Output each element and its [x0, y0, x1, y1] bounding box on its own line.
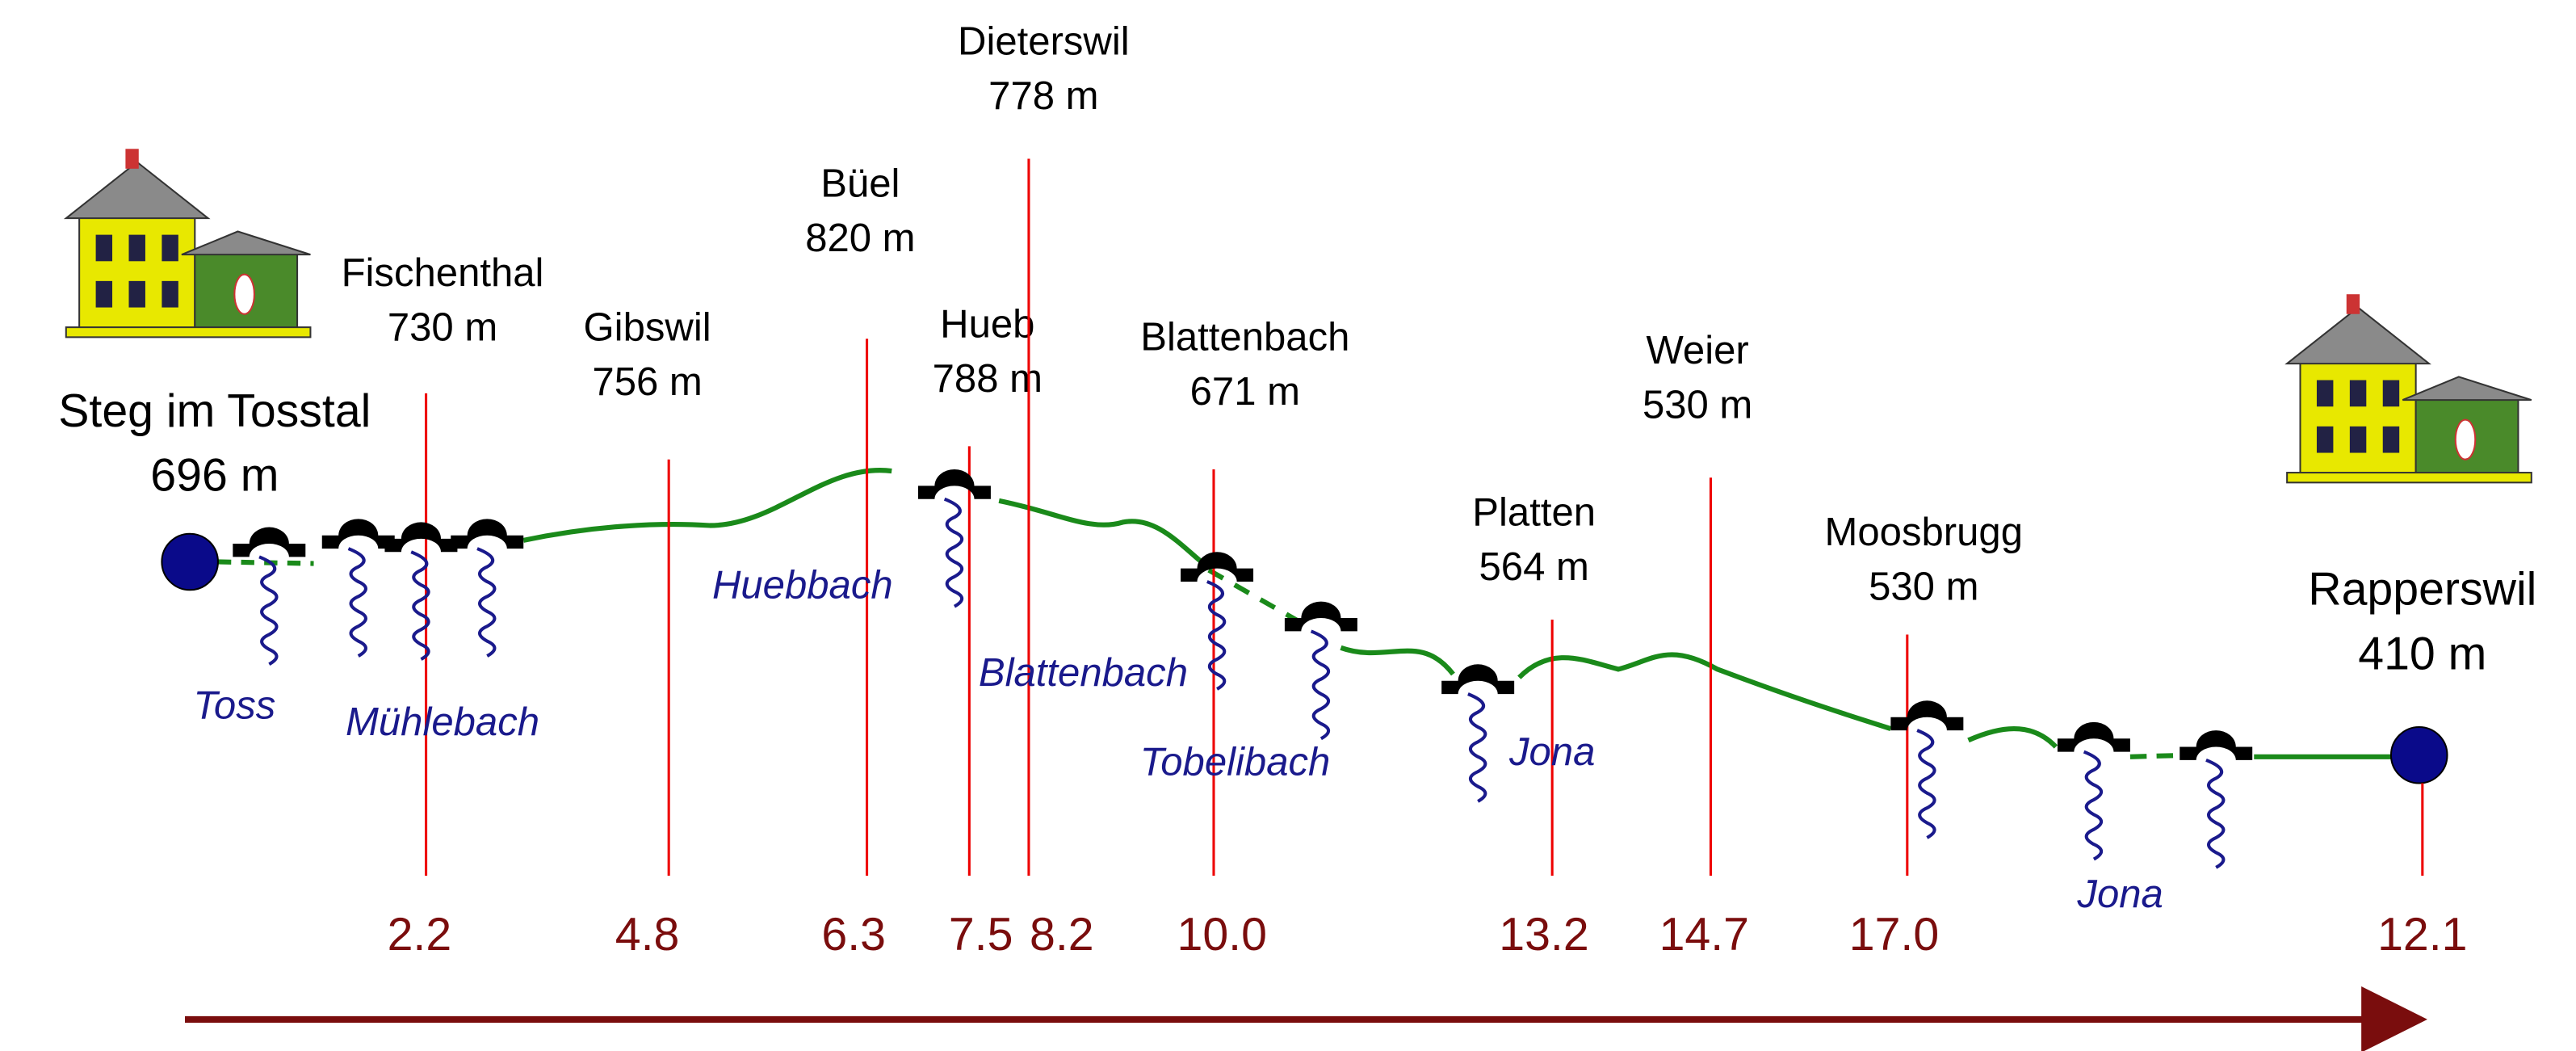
station-elevation: 530 m [1643, 384, 1752, 427]
stream-line [1467, 692, 1487, 803]
station-elevation: 564 m [1479, 545, 1589, 589]
station-name: Blattenbach [1140, 316, 1349, 359]
stream-name: Blattenbach [979, 651, 1188, 695]
bridge [2057, 721, 2130, 752]
station-elevation: 820 m [805, 217, 915, 260]
bridge [1284, 601, 1357, 632]
stream-line [943, 497, 964, 608]
station-name: Moosbrugg [1825, 511, 2023, 554]
end-distance: 12.1 [2377, 909, 2467, 961]
bridge [451, 519, 524, 549]
start-elevation: 696 m [150, 450, 279, 502]
stream-name: Mühlebach [346, 700, 539, 744]
station-name: Dieterswil [958, 20, 1130, 64]
stream-line [2205, 758, 2226, 869]
bridge [917, 469, 991, 499]
stream-name: Toss [193, 684, 275, 728]
distance-label: 13.2 [1499, 909, 1588, 961]
station-elevation: 730 m [388, 305, 497, 349]
end-name: Rapperswil [2308, 564, 2536, 616]
station-name: Fischenthal [342, 251, 544, 295]
station-name: Hueb [940, 302, 1034, 346]
station-elevation: 788 m [933, 357, 1043, 401]
station-elevation: 530 m [1869, 565, 1978, 609]
distance-label: 7.5 [949, 909, 1013, 961]
start-point [161, 532, 219, 591]
end-elevation: 410 m [2358, 628, 2486, 679]
stream-name: Huebbach [712, 563, 893, 607]
bridge [2180, 730, 2253, 760]
house-end [2286, 293, 2532, 484]
distance-label: 6.3 [821, 909, 886, 961]
house-start [65, 148, 312, 338]
station-name: Weier [1647, 329, 1749, 372]
end-point [2389, 725, 2448, 784]
stream-name: Jona [1508, 730, 1595, 774]
station-elevation: 756 m [592, 360, 702, 404]
distance-label: 4.8 [615, 909, 680, 961]
route-line [217, 468, 2395, 759]
bridge [321, 519, 395, 549]
stream-name: Jona [2076, 872, 2163, 916]
stream-line [1206, 580, 1227, 691]
stream-line [410, 550, 430, 661]
distance-label: 17.0 [1849, 909, 1939, 961]
distance-label: 14.7 [1659, 909, 1749, 961]
stream-line [1310, 629, 1331, 741]
distance-label: 2.2 [388, 909, 452, 961]
bridge [384, 522, 458, 553]
distance-label: 10.0 [1177, 909, 1266, 961]
bridge [1890, 700, 1964, 731]
distance-label: 8.2 [1030, 909, 1094, 961]
stream-name: Tobelibach [1140, 740, 1331, 784]
station-name: Gibswil [584, 305, 711, 349]
stream-line [2083, 750, 2104, 861]
stream-line [347, 547, 367, 658]
stream-line [258, 555, 279, 666]
bridge [233, 527, 306, 557]
stream-line [1916, 729, 1936, 839]
station-name: Büel [820, 162, 900, 206]
station-elevation: 778 m [988, 74, 1098, 118]
station-elevation: 671 m [1190, 370, 1300, 414]
station-name: Platten [1472, 490, 1596, 534]
stream-line [476, 547, 497, 658]
start-name: Steg im Tosstal [58, 385, 371, 437]
bridge [1441, 664, 1515, 695]
